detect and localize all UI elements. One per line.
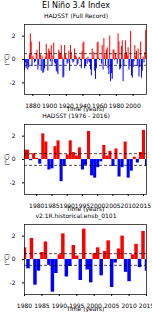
- svg-text:-2: -2: [10, 279, 16, 286]
- svg-text:2000: 2000: [125, 102, 140, 109]
- svg-text:0: 0: [12, 55, 16, 62]
- svg-text:Time (years): Time (years): [66, 105, 105, 113]
- svg-text:0: 0: [12, 155, 16, 162]
- svg-text:2: 2: [12, 132, 16, 139]
- svg-text:1980: 1980: [29, 202, 44, 209]
- svg-text:(°C): (°C): [3, 154, 10, 166]
- svg-text:2010: 2010: [121, 302, 136, 309]
- svg-text:-2: -2: [10, 179, 16, 186]
- svg-text:1900: 1900: [42, 102, 57, 109]
- svg-text:2: 2: [12, 232, 16, 239]
- svg-text:2015: 2015: [139, 302, 152, 309]
- svg-text:2: 2: [12, 32, 16, 39]
- svg-text:1985: 1985: [44, 202, 59, 209]
- svg-text:1990: 1990: [52, 302, 67, 309]
- svg-text:-2: -2: [10, 79, 16, 86]
- svg-text:2005: 2005: [104, 302, 119, 309]
- svg-text:1980: 1980: [109, 102, 124, 109]
- svg-text:(°C): (°C): [3, 54, 10, 66]
- svg-text:0: 0: [12, 255, 16, 262]
- svg-text:2015: 2015: [136, 202, 151, 209]
- svg-text:Time (years): Time (years): [66, 205, 105, 213]
- svg-text:(°C): (°C): [3, 254, 10, 266]
- svg-text:1880: 1880: [25, 102, 40, 109]
- svg-text:1980: 1980: [17, 302, 32, 309]
- svg-text:Time (years): Time (years): [66, 305, 105, 313]
- svg-text:1985: 1985: [34, 302, 49, 309]
- svg-text:2010: 2010: [121, 202, 136, 209]
- svg-text:2005: 2005: [105, 202, 120, 209]
